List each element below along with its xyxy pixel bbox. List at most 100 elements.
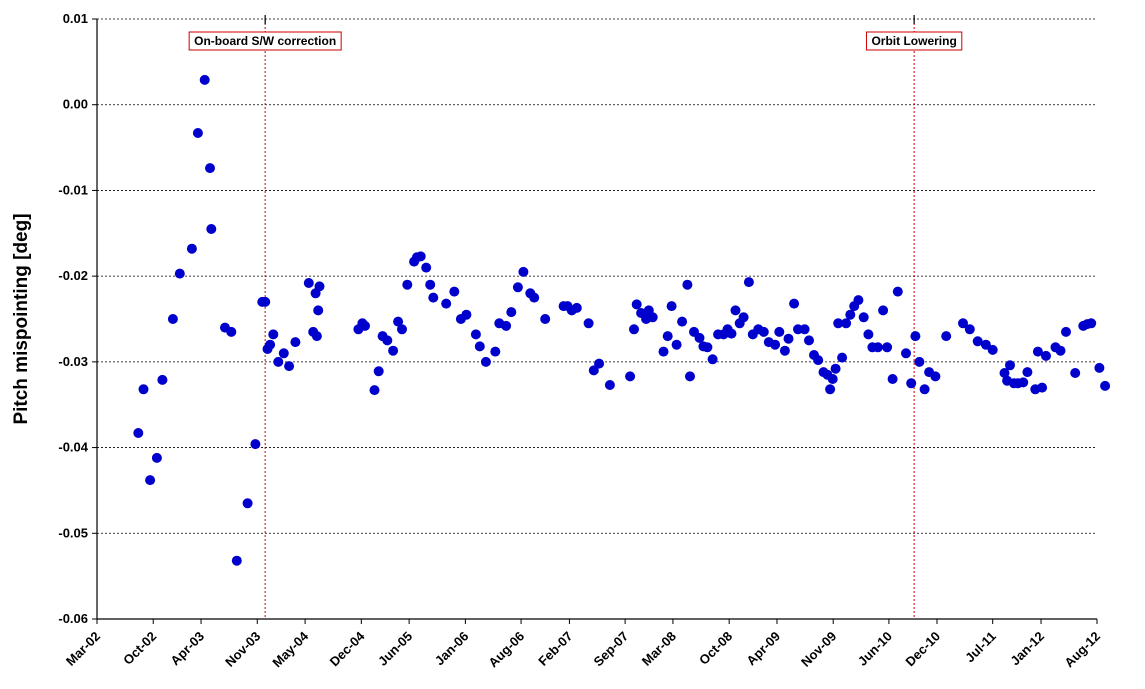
data-point — [133, 428, 144, 438]
data-point — [779, 345, 790, 356]
x-tick-label: Nov-09 — [798, 629, 839, 670]
data-point — [682, 279, 693, 290]
x-tick-label: Jun-05 — [375, 629, 415, 669]
data-point — [878, 305, 889, 316]
data-point — [774, 326, 785, 337]
data-point — [428, 292, 439, 303]
data-point — [914, 356, 925, 367]
data-points — [133, 74, 1111, 566]
x-tick-label: Mar-08 — [639, 629, 679, 669]
y-ticks: 0.01 0.00 -0.01 -0.02 -0.03 -0.04 -0.05 -0.06 — [58, 11, 97, 626]
data-point — [512, 282, 523, 293]
data-point — [369, 385, 380, 396]
data-point — [743, 277, 754, 288]
y-axis-title: Pitch mispointing [deg] — [11, 213, 32, 424]
data-point — [980, 339, 991, 350]
data-point — [474, 341, 485, 352]
data-point — [402, 279, 413, 290]
annotations: On-board S/W correction Orbit Lowering — [188, 31, 963, 51]
data-point — [941, 331, 952, 342]
data-point — [758, 326, 769, 337]
data-point — [588, 365, 599, 376]
data-point — [863, 329, 874, 340]
data-point — [1061, 326, 1071, 337]
x-tick-label: Aug-06 — [485, 629, 527, 671]
annotation-text: Orbit Lowering — [871, 34, 956, 48]
data-point — [167, 314, 178, 324]
x-tick-label: Aug-12 — [1061, 629, 1103, 671]
data-point — [206, 224, 217, 234]
data-point — [490, 346, 501, 357]
data-point — [192, 128, 203, 138]
data-point — [231, 555, 242, 566]
gridlines — [97, 18, 1097, 534]
data-point — [827, 374, 838, 384]
data-point — [789, 298, 800, 309]
data-point — [658, 346, 669, 357]
x-tick-label: Oct-02 — [120, 629, 159, 668]
x-tick-label: Jul-11 — [962, 629, 999, 666]
data-point — [647, 312, 658, 323]
annotation-box: Orbit Lowering — [865, 31, 963, 51]
data-point — [906, 378, 917, 389]
y-tick-label: 0.00 — [63, 97, 88, 112]
data-point — [449, 286, 460, 297]
data-point — [151, 452, 162, 463]
data-point — [290, 337, 301, 348]
data-point — [1094, 362, 1105, 373]
data-point — [1018, 377, 1029, 388]
x-tick-label: Jan-12 — [1007, 629, 1047, 669]
data-point — [461, 309, 472, 320]
data-point — [677, 316, 688, 327]
data-point — [360, 320, 370, 331]
reference-lines — [264, 15, 915, 619]
data-point — [501, 320, 512, 331]
data-point — [1005, 360, 1015, 371]
data-point — [830, 363, 841, 374]
data-point — [930, 371, 941, 382]
annotation-text: On-board S/W correction — [194, 34, 336, 48]
data-point — [388, 345, 399, 356]
data-point — [594, 358, 605, 369]
data-point — [506, 307, 517, 318]
data-point — [226, 326, 237, 337]
data-point — [583, 318, 594, 329]
annotation-box: On-board S/W correction — [188, 31, 342, 51]
data-point — [910, 331, 921, 342]
data-point — [1041, 350, 1051, 361]
data-point — [415, 251, 426, 262]
data-point — [662, 331, 673, 342]
data-point — [999, 368, 1010, 378]
data-point — [1100, 380, 1111, 391]
data-point — [303, 278, 314, 288]
data-point — [738, 312, 749, 323]
data-point — [268, 329, 279, 340]
data-point — [382, 335, 393, 346]
data-point — [625, 371, 636, 382]
x-tick-label: Feb-07 — [535, 629, 575, 669]
data-point — [901, 348, 911, 359]
x-tick-label: Sep-07 — [590, 629, 631, 670]
data-point — [726, 328, 737, 339]
data-point — [845, 309, 856, 320]
data-point — [987, 344, 998, 355]
data-point — [540, 314, 551, 324]
y-tick-label: -0.01 — [58, 182, 88, 197]
data-point — [480, 356, 491, 367]
data-point — [833, 318, 844, 329]
data-point — [666, 301, 677, 312]
data-point — [265, 339, 276, 350]
x-tick-label: Nov-03 — [222, 629, 263, 670]
data-point — [529, 292, 540, 303]
data-point — [157, 374, 168, 385]
data-point — [804, 335, 814, 346]
data-point — [671, 339, 682, 350]
data-point — [284, 361, 295, 372]
data-point — [260, 296, 271, 307]
data-point — [631, 299, 642, 310]
data-point — [882, 342, 893, 353]
y-tick-label: -0.05 — [58, 525, 88, 540]
data-point — [242, 498, 253, 509]
data-point — [313, 305, 324, 316]
x-tick-label: Apr-03 — [167, 629, 207, 669]
